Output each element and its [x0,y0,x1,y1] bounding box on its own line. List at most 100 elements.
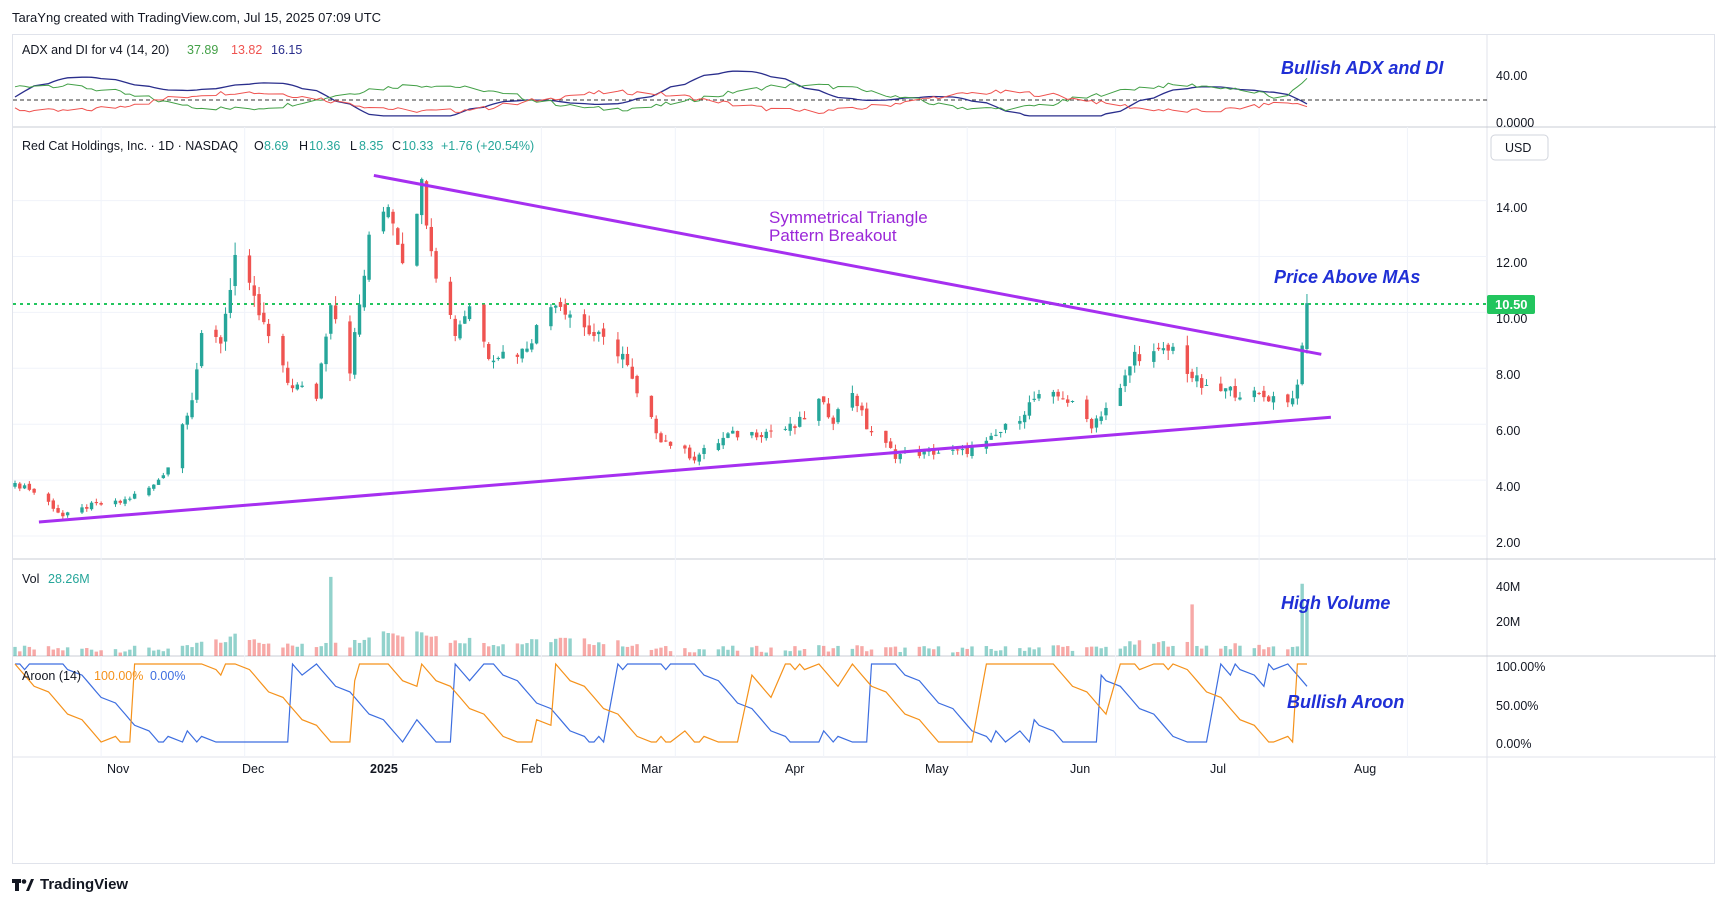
candle-body [458,324,462,339]
chart-canvas[interactable]: ADX and DI for v4 (14, 20) 37.89 13.82 1… [13,35,1716,865]
price-legend-open-value: 8.69 [264,139,288,153]
currency-label: USD [1505,141,1531,155]
candle-body [85,507,89,509]
volume-bar [568,638,572,656]
candle-body [754,432,759,438]
volume-bar [893,646,898,656]
candle-body [1286,394,1290,403]
annotation-pattern-line1: Symmetrical Triangle [769,208,928,227]
candle-body [353,332,357,375]
time-label: May [925,762,949,776]
candle-body [1066,399,1070,403]
candle-body [180,424,185,469]
volume-bar [314,647,319,656]
volume-bar [199,641,204,656]
di-plus-line [14,77,1308,112]
volume-bar [989,648,993,656]
candle-body [391,211,395,224]
volume-bar [783,650,788,656]
candle-body [118,500,122,503]
candle-body [530,343,534,350]
candle-body [951,449,955,451]
volume-bar [415,631,419,656]
price-legend-change: +1.76 (+20.54%) [441,139,534,153]
candle-body [936,452,941,454]
candle-body [463,316,467,324]
candle-body [649,395,654,418]
candle-body [1295,384,1300,399]
volume-bar [487,646,491,656]
candle-body [195,369,199,400]
volume-bar [381,631,386,656]
currency-button[interactable] [1490,134,1549,161]
candle-body [668,441,673,446]
volume-bar [367,637,371,656]
candle-body [970,446,974,457]
candle-body [1262,390,1266,398]
candle-body [515,354,520,357]
volume-bar [386,633,390,656]
candle-body [123,499,127,504]
volume-bar [664,646,668,656]
chart-frame[interactable]: ADX and DI for v4 (14, 20) 37.89 13.82 1… [12,34,1716,865]
volume-bar [1195,645,1199,656]
volume-bar [85,648,89,656]
annotation-bullish-adx: Bullish ADX and DI [1281,58,1444,78]
volume-bar [668,651,673,656]
triangle-lower-trendline[interactable] [38,415,1331,524]
volume-bar [324,642,328,656]
candle-body [65,512,70,516]
volume-bar [1037,647,1041,656]
volume-bar [1185,641,1190,656]
volume-bar [128,649,132,656]
volume-tick: 20M [1496,615,1520,629]
candle-body [994,434,998,436]
time-axis[interactable]: Nov Dec 2025 Feb Mar Apr May Jun Jul Aug [107,762,1376,776]
candle-body [735,430,740,438]
volume-bar [132,645,137,656]
candle-body [893,449,898,459]
volume-bar [798,650,802,656]
volume-bar [1056,645,1060,656]
volume-bar [166,648,170,656]
candle-body [697,454,701,462]
price-legend-symbol: Red Cat Holdings, Inc. · 1D · NASDAQ [22,139,238,153]
candle-body [1204,384,1209,386]
volume-bar [1271,646,1276,656]
volume-bar [1104,646,1108,656]
volume-bar [716,649,721,656]
price-legend-close-value: 10.33 [402,139,433,153]
time-label: Nov [107,762,130,776]
price-legend-close: C [392,139,401,153]
volume-bar [1132,644,1137,656]
volume-bar [1018,648,1022,656]
volume-bar [501,644,505,656]
volume-bar [587,644,591,656]
candle-body [932,448,936,455]
candle-body [367,234,371,280]
candle-body [223,313,228,342]
volume-bar [1266,647,1271,656]
aroon-down-value: 0.00% [150,669,185,683]
candle-body [94,501,99,504]
volume-bar [257,642,261,656]
triangle-upper-trendline[interactable] [373,173,1322,356]
adx-tick: 40.00 [1496,69,1527,83]
candle-body [400,243,405,264]
adx-tick: 0.0000 [1496,116,1534,130]
candle-body [252,285,256,296]
volume-bar [999,650,1003,656]
volume-bar [1070,650,1075,656]
volume-bar [601,644,606,656]
candle-body [1104,407,1108,416]
volume-bar [123,651,127,656]
volume-bar [281,647,285,656]
candle-body [348,321,352,374]
candle-body [219,337,223,344]
volume-bar [400,636,405,656]
candle-body [496,357,500,360]
volume-bar [903,647,907,656]
volume-bar [1051,645,1056,656]
candle-body [262,312,266,323]
candle-body [558,301,563,307]
